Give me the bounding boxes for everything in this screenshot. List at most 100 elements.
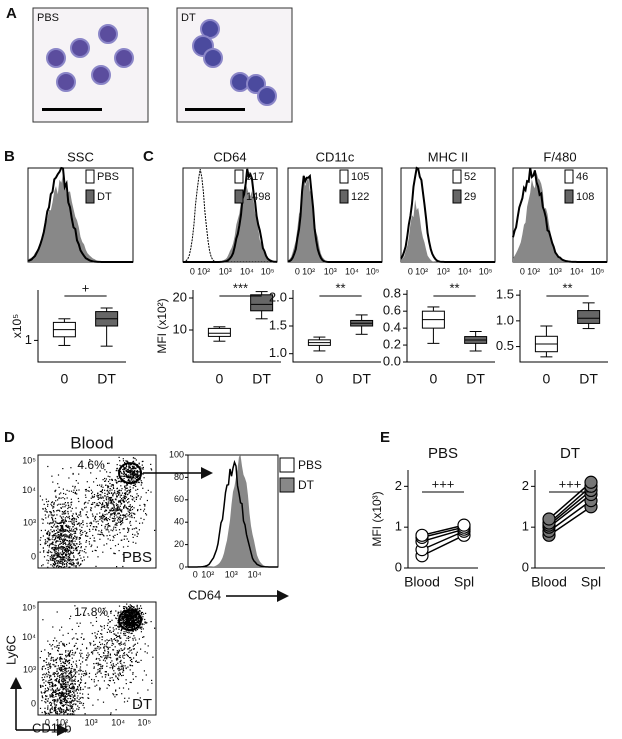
dot <box>91 523 93 525</box>
dot <box>107 475 109 477</box>
dot <box>49 709 51 711</box>
dot <box>107 485 109 487</box>
dot <box>121 693 123 695</box>
dot <box>136 617 138 619</box>
dot <box>137 624 139 626</box>
dot <box>117 517 120 519</box>
dot <box>48 664 50 666</box>
dot <box>116 652 118 654</box>
dot <box>71 515 74 517</box>
dot <box>118 626 120 629</box>
dot <box>128 606 130 608</box>
dot <box>62 556 64 558</box>
dot <box>136 622 138 624</box>
significance: ** <box>335 280 345 295</box>
dot <box>125 507 127 509</box>
dot <box>73 562 75 564</box>
dot <box>63 693 65 695</box>
dot <box>114 511 116 513</box>
dot <box>86 647 88 649</box>
dot <box>47 552 49 554</box>
dot <box>55 566 58 568</box>
dot <box>122 473 124 475</box>
dot <box>69 678 71 680</box>
dot <box>96 513 98 515</box>
dot <box>123 643 125 645</box>
dot <box>52 559 54 562</box>
dot <box>71 699 74 701</box>
dot <box>63 559 65 561</box>
dot <box>117 519 119 521</box>
dot <box>63 645 65 647</box>
dot <box>141 611 144 614</box>
dot <box>75 663 77 665</box>
dot <box>97 523 99 525</box>
dot <box>121 488 123 490</box>
dot <box>53 555 55 557</box>
dot <box>123 626 125 628</box>
dot <box>80 686 82 689</box>
dot <box>63 560 66 562</box>
dot <box>77 516 79 519</box>
dot <box>99 490 101 493</box>
dot <box>109 639 111 641</box>
dot <box>67 550 69 553</box>
dot <box>59 562 61 564</box>
dot <box>62 688 64 690</box>
dot <box>55 680 57 682</box>
dot <box>69 673 71 675</box>
dot <box>114 633 116 635</box>
dot <box>60 686 62 688</box>
dot <box>122 687 125 689</box>
dot <box>143 503 145 505</box>
dot <box>47 566 49 568</box>
dot <box>150 621 152 623</box>
dot <box>78 538 80 540</box>
dot <box>118 649 120 651</box>
dot <box>50 503 52 505</box>
dot <box>86 664 88 666</box>
dot <box>107 529 109 531</box>
dot <box>73 700 75 702</box>
dot <box>145 674 147 676</box>
dot <box>63 685 65 687</box>
dot <box>49 708 52 710</box>
dot <box>55 709 57 711</box>
dot <box>67 536 69 538</box>
dot <box>145 621 147 623</box>
dot <box>123 495 125 497</box>
dot <box>53 529 55 531</box>
dot <box>94 506 96 508</box>
dot <box>113 506 115 508</box>
dot <box>55 526 58 528</box>
dot <box>106 657 108 659</box>
dot <box>80 546 82 548</box>
dot <box>107 654 109 657</box>
dot <box>138 617 140 619</box>
dot <box>85 546 87 548</box>
dot <box>100 486 102 488</box>
dot <box>67 653 69 655</box>
dot <box>127 621 129 623</box>
dot <box>105 498 107 500</box>
dot <box>109 621 111 623</box>
dot <box>74 548 76 550</box>
dot <box>56 640 58 642</box>
dot <box>51 707 53 709</box>
dot <box>67 505 70 507</box>
dot <box>77 695 79 697</box>
dot <box>55 679 57 681</box>
dot <box>135 468 137 470</box>
dot <box>91 513 94 515</box>
dot <box>53 514 55 516</box>
dot <box>137 692 139 694</box>
legend-label: 52 <box>464 171 476 183</box>
dot <box>39 495 41 497</box>
dot <box>102 665 104 667</box>
dot <box>140 484 142 486</box>
dot <box>62 673 64 675</box>
dot <box>134 621 136 623</box>
dot <box>70 668 72 670</box>
dot <box>116 657 118 659</box>
dot <box>41 711 43 714</box>
